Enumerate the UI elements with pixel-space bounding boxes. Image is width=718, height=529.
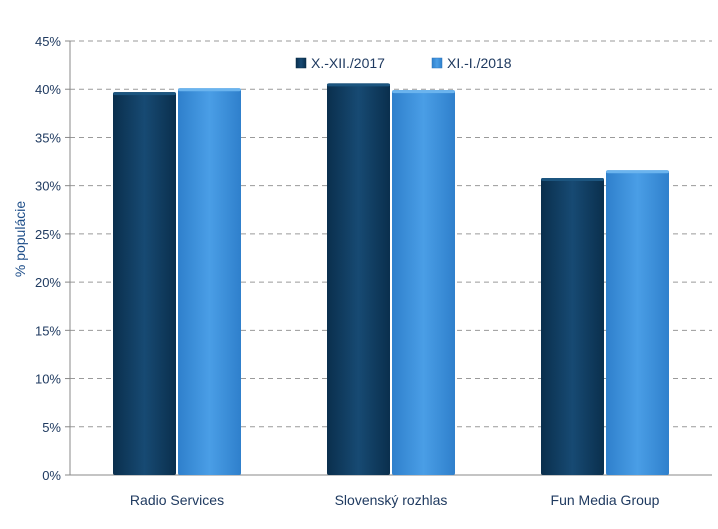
y-tick-label: 20% — [35, 275, 61, 290]
y-tick-label: 0% — [42, 468, 61, 483]
y-tick-label: 5% — [42, 420, 61, 435]
legend-label: XI.-I./2018 — [447, 55, 512, 71]
x-tick-label: Slovenský rozhlas — [335, 492, 448, 508]
bar-top-highlight — [327, 83, 390, 87]
y-tick-label: 35% — [35, 130, 61, 145]
bar-top-highlight — [541, 177, 604, 181]
x-tick-label: Radio Services — [130, 492, 224, 508]
bar-slovensky-rozhlas-xi-i-2018 — [392, 90, 455, 475]
y-tick-label: 15% — [35, 323, 61, 338]
bar-fun-media-group-xi-i-2018 — [606, 170, 669, 476]
bar-fun-media-group-x-xii-2017 — [541, 177, 604, 475]
bar-radio-services-xi-i-2018 — [178, 88, 241, 475]
y-tick-label: 25% — [35, 227, 61, 242]
legend: X.-XII./2017 XI.-I./2018 — [295, 55, 512, 71]
legend-swatch — [295, 57, 307, 69]
bar-top-highlight — [606, 170, 669, 174]
x-tick-labels: Radio Services Slovenský rozhlas Fun Media… — [130, 492, 660, 508]
bar-radio-services-x-xii-2017 — [113, 92, 176, 476]
legend-label: X.-XII./2017 — [311, 55, 385, 71]
bar-slovensky-rozhlas-x-xii-2017 — [327, 83, 390, 476]
y-tick-label: 30% — [35, 179, 61, 194]
bar-top-highlight — [178, 88, 241, 92]
bar-top-highlight — [392, 90, 455, 94]
y-tick-label: 40% — [35, 82, 61, 97]
legend-swatch — [431, 57, 443, 69]
y-tick-labels: 0% 5% 10% 15% 20% 25% 30% 35% 40% 45% — [35, 34, 61, 483]
y-tick-label: 10% — [35, 372, 61, 387]
bar-top-highlight — [113, 92, 176, 96]
bars — [113, 83, 669, 476]
axes — [65, 40, 712, 476]
y-axis-title: % populácie — [12, 201, 28, 277]
gridlines — [70, 40, 712, 428]
y-tick-label: 45% — [35, 34, 61, 49]
x-tick-label: Fun Media Group — [551, 492, 660, 508]
